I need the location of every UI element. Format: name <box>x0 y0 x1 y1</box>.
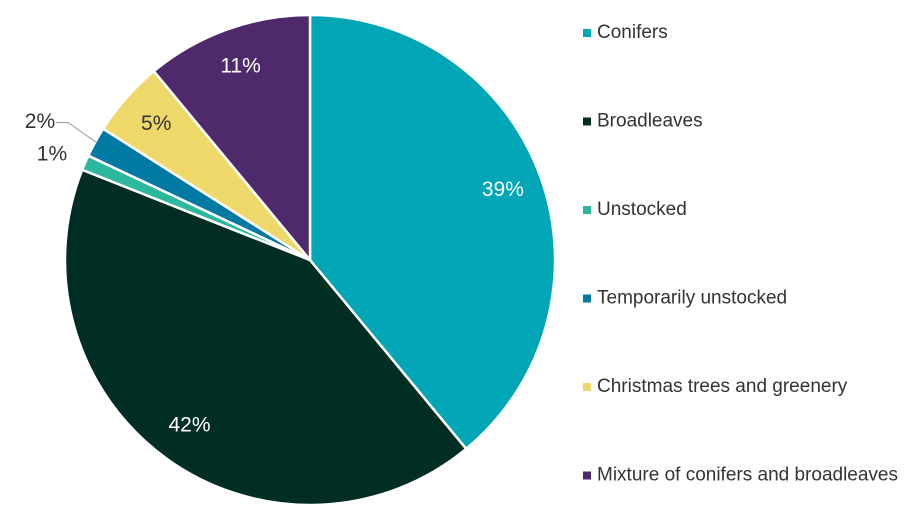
data-label: 5% <box>141 112 171 135</box>
legend-label: Unstocked <box>597 199 687 220</box>
pie-slice <box>63 168 468 507</box>
legend-marker <box>583 383 591 391</box>
legend-label: Mixture of conifers and broadleaves <box>597 465 898 486</box>
leader-line <box>67 122 98 144</box>
legend-marker <box>583 117 591 126</box>
data-label: 2% <box>25 110 55 133</box>
legend-marker <box>583 471 591 480</box>
legend-label: Christmas trees and greenery <box>597 376 848 397</box>
data-label: 11% <box>220 55 260 78</box>
data-label: 42% <box>168 413 210 436</box>
legend-label: Temporarily unstocked <box>597 288 787 309</box>
legend-label: Conifers <box>597 22 668 43</box>
legend-marker <box>583 29 591 37</box>
legend-marker <box>583 294 591 303</box>
legend-label: Broadleaves <box>597 111 703 132</box>
pie-slice <box>308 13 557 451</box>
legend-marker <box>583 206 591 214</box>
data-label: 1% <box>37 142 67 165</box>
pie-slice <box>152 13 312 264</box>
data-label: 39% <box>482 178 524 201</box>
